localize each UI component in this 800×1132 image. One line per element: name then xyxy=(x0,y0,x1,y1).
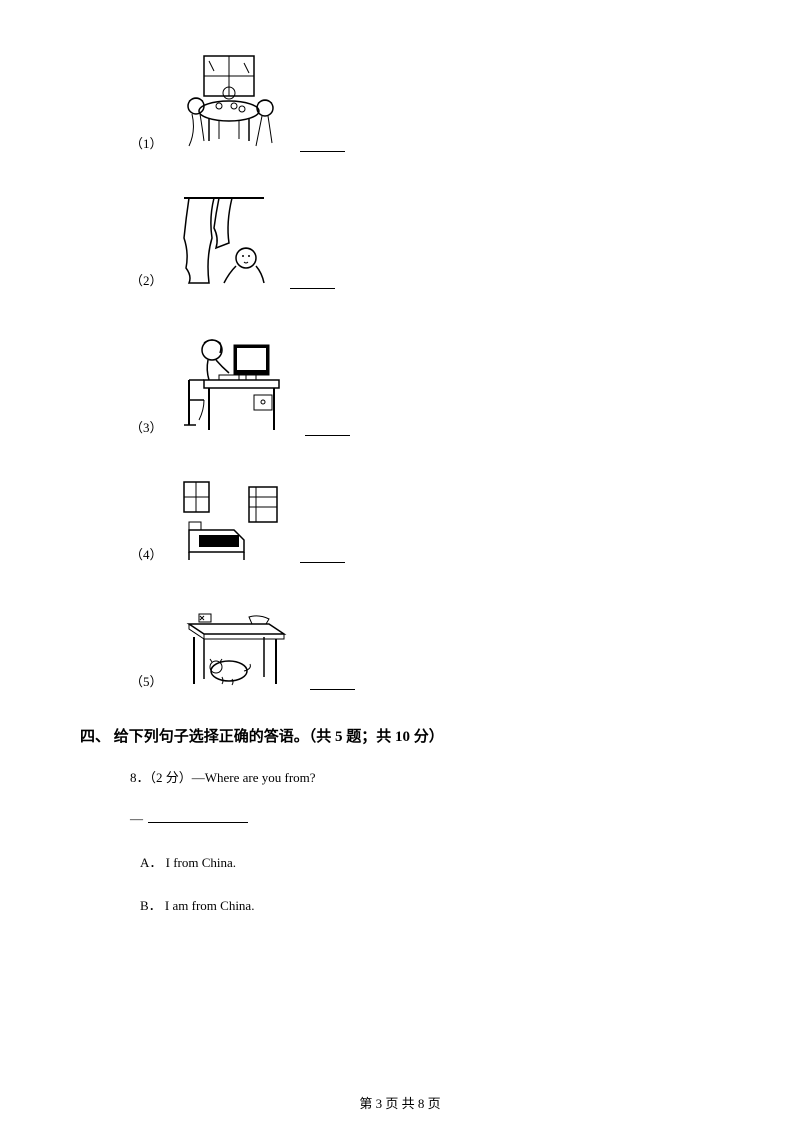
bedroom-icon xyxy=(174,472,284,567)
question-item-4: （4） xyxy=(130,471,720,568)
table-cat-icon xyxy=(174,599,294,694)
question-8-question: —Where are you from? xyxy=(192,770,316,785)
curtain-scene-icon xyxy=(174,188,274,293)
answer-blank-long[interactable] xyxy=(148,822,248,823)
page-footer: 第 3 页 共 8 页 xyxy=(0,1093,800,1112)
question-item-3: （3） xyxy=(130,324,720,441)
computer-desk-icon xyxy=(174,325,289,440)
question-image-2 xyxy=(173,187,275,294)
question-number: （2） xyxy=(130,270,163,294)
answer-blank[interactable] xyxy=(305,435,350,436)
dash: — xyxy=(130,811,143,826)
answer-blank[interactable] xyxy=(310,689,355,690)
question-image-1 xyxy=(173,50,285,157)
question-8: 8．（2 分）—Where are you from? — A． I from … xyxy=(130,766,720,918)
answer-blank[interactable] xyxy=(300,562,345,563)
question-8-text: 8．（2 分）—Where are you from? xyxy=(130,766,720,789)
question-item-2: （2） xyxy=(130,187,720,294)
option-b[interactable]: B． I am from China. xyxy=(140,894,720,917)
question-image-3 xyxy=(173,324,290,441)
question-image-5 xyxy=(173,598,295,695)
answer-blank[interactable] xyxy=(300,151,345,152)
question-number: （5） xyxy=(130,671,163,695)
question-number: （3） xyxy=(130,417,163,441)
question-number: （1） xyxy=(130,133,163,157)
question-number: （4） xyxy=(130,544,163,568)
option-a[interactable]: A． I from China. xyxy=(140,851,720,874)
question-item-5: （5） xyxy=(130,598,720,695)
question-image-4 xyxy=(173,471,285,568)
section-4-heading: 四、 给下列句子选择正确的答语。（共 5 题；共 10 分） xyxy=(80,725,720,746)
question-8-answer-line: — xyxy=(130,807,720,830)
dining-scene-icon xyxy=(174,51,284,156)
answer-blank[interactable] xyxy=(290,288,335,289)
question-item-1: （1） xyxy=(130,50,720,157)
question-8-prefix: 8．（2 分） xyxy=(130,770,192,785)
